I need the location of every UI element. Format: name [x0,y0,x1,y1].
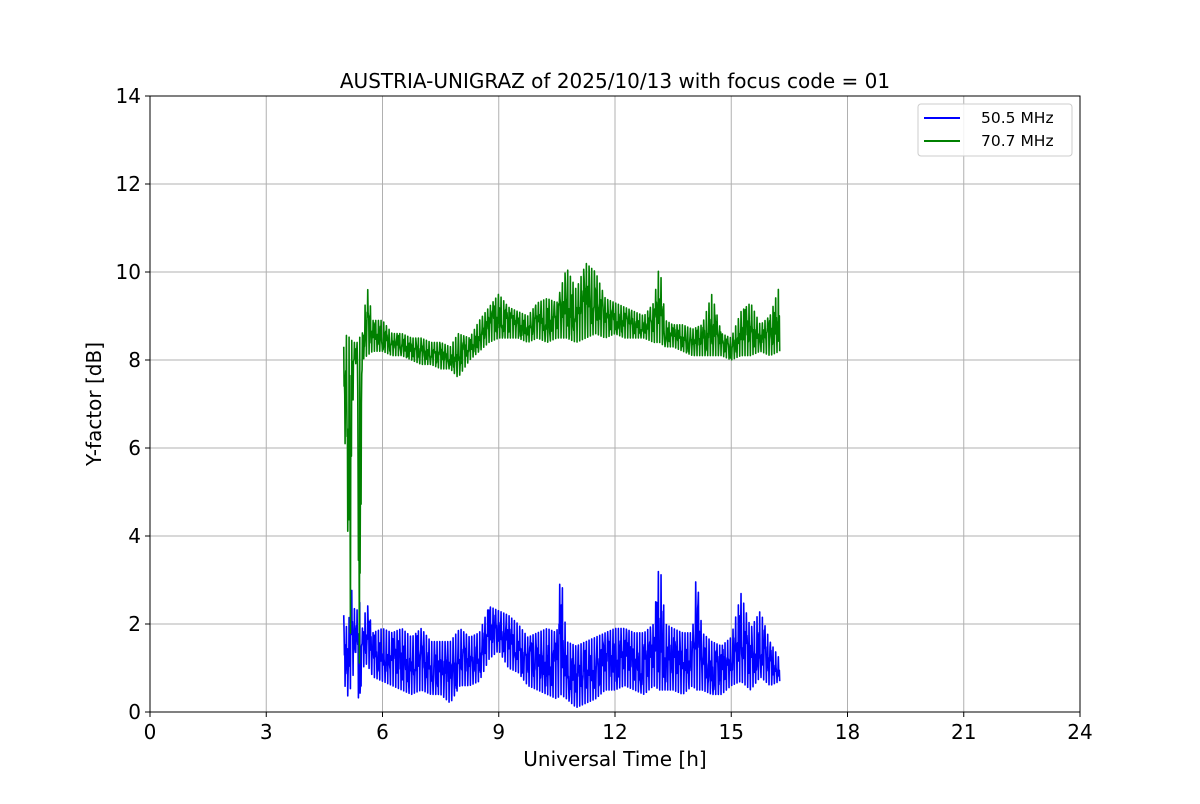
x-tick-label: 21 [951,720,976,744]
series-layer [342,262,781,709]
legend: 50.5 MHz 70.7 MHz [917,103,1073,157]
y-tick-label: 2 [128,612,141,636]
y-tick-label: 10 [116,260,141,284]
x-tick-label: 18 [835,720,860,744]
y-tick-label: 6 [128,436,141,460]
y-tick-label: 12 [116,172,141,196]
x-tick-label: 9 [492,720,505,744]
x-axis-label: Universal Time [h] [523,747,706,771]
x-tick-label: 3 [260,720,273,744]
chart-title: AUSTRIA-UNIGRAZ of 2025/10/13 with focus… [340,69,890,93]
y-axis-label: Y-factor [dB] [82,342,106,467]
y-tick-label: 8 [128,348,141,372]
x-tick-label: 15 [719,720,744,744]
y-tick-label: 14 [116,84,141,108]
series-line-70-7-mhz [342,262,781,664]
y-tick-label: 4 [128,524,141,548]
legend-label-50-5: 50.5 MHz [981,109,1054,127]
x-tick-label: 0 [144,720,157,744]
x-tick-label: 12 [602,720,627,744]
x-tick-label: 6 [376,720,389,744]
legend-label-70-7: 70.7 MHz [981,132,1054,150]
series-line-50-5-mhz [342,570,781,709]
x-tick-label: 24 [1067,720,1092,744]
y-tick-label: 0 [128,700,141,724]
